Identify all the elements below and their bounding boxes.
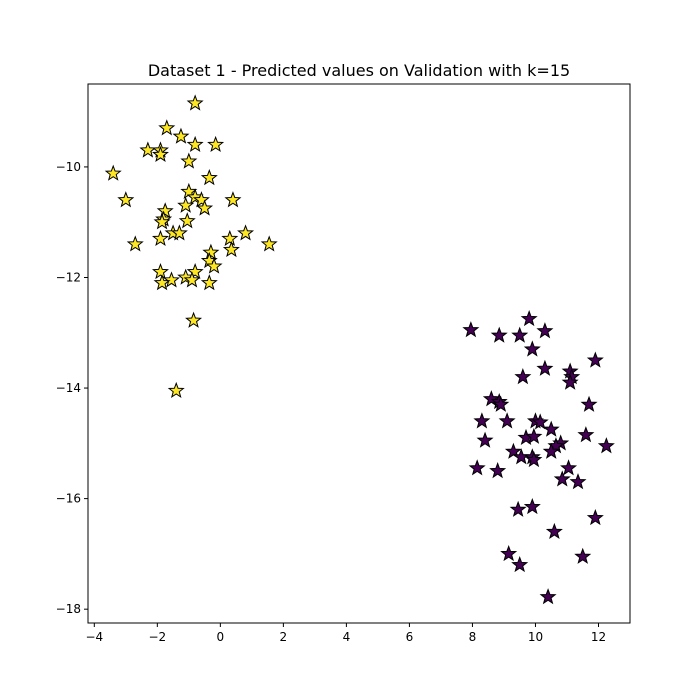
- data-point: [489, 462, 507, 479]
- data-point: [580, 395, 598, 412]
- data-point: [536, 359, 554, 376]
- data-point: [172, 127, 190, 144]
- data-point: [473, 412, 491, 429]
- data-point: [523, 340, 541, 357]
- data-point: [139, 141, 157, 158]
- data-point: [205, 257, 223, 274]
- data-point: [553, 470, 571, 487]
- data-point: [525, 450, 543, 468]
- data-point: [207, 135, 225, 153]
- x-axis-ticks: −4 −2 0 2 4 6 8 10 12: [85, 623, 606, 644]
- data-point: [222, 240, 240, 258]
- data-point: [500, 544, 518, 562]
- series-0: [104, 94, 278, 399]
- data-point: [577, 426, 595, 443]
- data-point: [186, 263, 204, 280]
- data-point: [586, 509, 604, 526]
- series-1: [462, 310, 615, 605]
- data-point: [468, 459, 486, 476]
- data-point: [574, 547, 592, 564]
- data-point: [170, 224, 188, 241]
- data-point: [186, 94, 204, 111]
- data-point: [514, 368, 532, 385]
- data-point: [545, 522, 563, 540]
- data-point: [597, 437, 615, 454]
- data-point: [542, 442, 560, 459]
- data-point: [542, 420, 560, 437]
- y-tick-label: −16: [56, 492, 81, 506]
- data-point: [163, 271, 180, 288]
- data-point: [482, 390, 500, 407]
- data-point: [178, 212, 196, 229]
- data-point: [117, 191, 135, 208]
- data-point: [221, 229, 239, 247]
- data-point: [586, 351, 604, 368]
- data-point: [498, 412, 516, 429]
- data-point: [177, 196, 195, 213]
- data-point: [153, 213, 171, 230]
- data-point: [156, 202, 174, 219]
- data-point: [520, 310, 538, 327]
- data-point: [523, 497, 541, 515]
- data-point: [490, 326, 508, 343]
- data-point: [462, 321, 480, 338]
- y-tick-label: −14: [56, 381, 81, 395]
- x-tick-label: 6: [406, 630, 414, 644]
- x-tick-label: −2: [148, 630, 166, 644]
- data-point: [476, 431, 494, 448]
- data-point: [186, 135, 204, 153]
- data-point: [158, 119, 176, 136]
- data-point: [569, 473, 587, 490]
- data-point: [525, 427, 543, 444]
- x-tick-label: 0: [217, 630, 225, 644]
- x-tick-label: 10: [528, 630, 543, 644]
- chart-title: Dataset 1 - Predicted values on Validati…: [148, 61, 570, 80]
- data-point: [492, 395, 510, 412]
- data-point: [167, 381, 185, 399]
- data-point: [192, 191, 210, 208]
- data-point: [200, 274, 218, 291]
- data-point: [560, 459, 578, 476]
- data-point: [531, 413, 549, 430]
- points-layer: [104, 94, 615, 605]
- y-tick-label: −12: [56, 270, 81, 284]
- data-point: [509, 500, 527, 517]
- data-point: [196, 199, 214, 216]
- x-tick-label: 8: [469, 630, 477, 644]
- data-point: [511, 326, 529, 343]
- y-axis-ticks: −18 −16 −14 −12 −10: [56, 160, 88, 616]
- data-point: [200, 169, 218, 186]
- data-point: [237, 224, 255, 241]
- data-point: [511, 556, 529, 573]
- data-point: [151, 145, 169, 162]
- x-tick-label: 4: [343, 630, 351, 644]
- y-tick-label: −10: [56, 160, 81, 174]
- data-point: [104, 164, 122, 181]
- data-point: [260, 235, 278, 252]
- data-point: [561, 373, 579, 390]
- data-point: [153, 274, 171, 291]
- x-tick-label: 12: [591, 630, 606, 644]
- data-point: [151, 229, 169, 247]
- data-point: [224, 191, 242, 208]
- data-point: [202, 243, 220, 260]
- plot-frame: [87, 83, 631, 624]
- data-point: [126, 235, 144, 252]
- data-point: [536, 322, 554, 339]
- data-point: [185, 311, 203, 328]
- data-point: [183, 271, 201, 288]
- y-tick-label: −18: [56, 602, 81, 616]
- x-tick-label: −4: [85, 630, 103, 644]
- data-point: [151, 263, 169, 280]
- data-point: [180, 152, 198, 169]
- x-tick-label: 2: [280, 630, 288, 644]
- data-point: [539, 588, 557, 605]
